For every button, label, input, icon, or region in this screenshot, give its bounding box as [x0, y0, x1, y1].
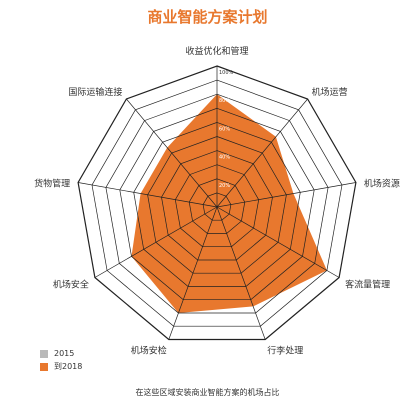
spoke-1: [216, 98, 308, 208]
category-label-0: 收益优化和管理: [185, 45, 248, 57]
grid-ring-8: [91, 79, 343, 327]
tick-label-4: 100%: [219, 70, 234, 76]
spoke-6: [94, 206, 218, 278]
legend-swatch-2015: [40, 349, 48, 358]
spoke-5: [168, 206, 218, 340]
category-label-4: 行李处理: [267, 345, 303, 357]
grid-ring-9: [77, 65, 357, 341]
spoke-3: [216, 206, 340, 278]
category-label-6: 机场安全: [53, 279, 89, 291]
legend-swatch-2018: [40, 362, 48, 371]
spoke-7: [78, 182, 218, 208]
category-label-7: 货物管理: [34, 178, 70, 190]
category-label-5: 机场安检: [131, 345, 167, 357]
spoke-2: [216, 182, 356, 208]
category-label-2: 机场资源: [364, 178, 400, 190]
legend-item-2015: 2015: [40, 347, 82, 360]
category-label-3: 客流量管理: [345, 279, 390, 291]
grid-ring-4: [147, 136, 287, 274]
grid-ring-7: [105, 93, 329, 314]
chart-title: 商业智能方案计划: [147, 8, 268, 26]
tick-label-0: 20%: [219, 183, 230, 189]
spoke-8: [126, 98, 218, 208]
grid-ring-0: [202, 192, 232, 221]
spoke-4: [216, 206, 266, 340]
grid-ring-1: [188, 178, 246, 234]
tick-label-2: 60%: [219, 126, 230, 132]
legend-label-2018: 到2018: [54, 362, 83, 371]
tick-label-1: 40%: [219, 155, 230, 161]
series-area-1: [131, 94, 327, 313]
grid-ring-2: [174, 164, 260, 248]
grid-ring-6: [119, 107, 315, 301]
category-label-8: 国际运输连接: [68, 86, 122, 98]
legend: 2015 到2018: [40, 347, 82, 373]
legend-label-2015: 2015: [54, 349, 75, 358]
grid-ring-3: [161, 150, 273, 261]
chart-caption: 在这些区域安装商业智能方案的机场占比: [135, 388, 280, 397]
grid-ring-5: [133, 122, 301, 287]
legend-item-2018: 到2018: [40, 360, 82, 373]
category-label-1: 机场运营: [312, 86, 348, 98]
tick-label-3: 80%: [219, 98, 230, 104]
